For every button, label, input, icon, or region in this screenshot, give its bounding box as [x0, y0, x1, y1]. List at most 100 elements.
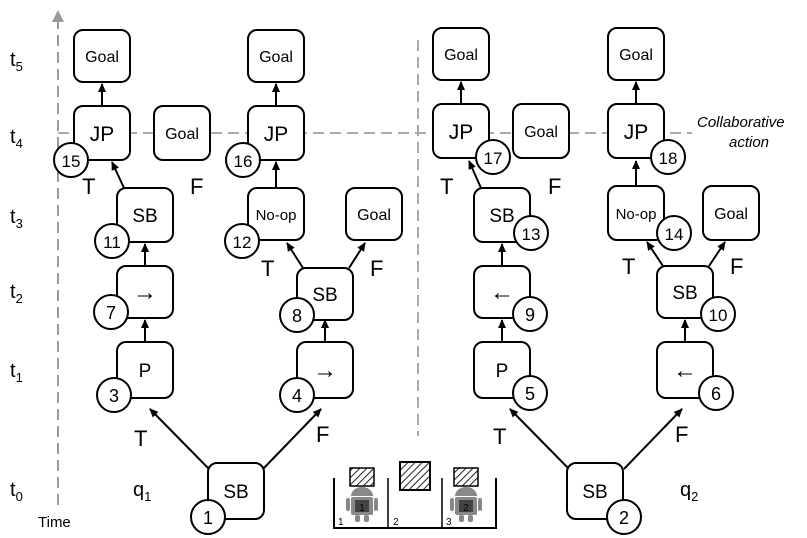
node-q1-t5-goal-right: Goal	[247, 29, 305, 83]
node-number-14: 14	[656, 215, 692, 251]
node-q1-t3-mid: No-op	[247, 187, 305, 241]
agent-label-q2: q2	[680, 479, 698, 504]
time-step-label: t2	[10, 281, 23, 306]
node-root-q2: SB	[566, 462, 624, 520]
node-number-13: 13	[513, 215, 549, 251]
svg-text:17: 17	[484, 149, 503, 168]
agent-label-q1: q1	[133, 479, 151, 504]
node-q2-t4-jp-left: JP	[432, 103, 490, 159]
svg-text:14: 14	[665, 225, 684, 244]
node-q2-t2-right: SB	[656, 265, 714, 319]
svg-text:No-op: No-op	[616, 206, 657, 223]
box-icon	[349, 467, 375, 487]
svg-text:JP: JP	[90, 123, 115, 146]
svg-text:2: 2	[619, 508, 629, 528]
branch-label-false: F	[316, 422, 329, 447]
branch-label-false: F	[675, 422, 688, 447]
svg-text:→: →	[313, 357, 337, 384]
time-step-label: t5	[10, 49, 23, 74]
node-number-11: 11	[94, 223, 130, 259]
branch-labels: T F T F T F T F T F T F	[82, 174, 743, 451]
node-q1-t1-left: P	[116, 341, 174, 399]
node-q1-t4-goal: Goal	[153, 105, 211, 161]
node-q1-t2-left: →	[116, 265, 174, 319]
slot-number: 2	[393, 517, 399, 528]
svg-text:11: 11	[103, 233, 121, 252]
node-q2-t3-mid: No-op	[607, 185, 665, 241]
svg-text:SB: SB	[582, 482, 607, 503]
svg-text:Goal: Goal	[714, 206, 748, 223]
svg-text:←: ←	[490, 279, 514, 306]
svg-text:Goal: Goal	[619, 47, 653, 64]
svg-text:SB: SB	[312, 285, 337, 306]
time-step-label: t1	[10, 360, 23, 385]
robot-id: 2	[463, 503, 469, 514]
svg-text:SB: SB	[489, 206, 514, 227]
branch-label-true: T	[82, 174, 95, 199]
svg-text:18: 18	[659, 149, 678, 168]
svg-text:Goal: Goal	[444, 47, 478, 64]
svg-text:10: 10	[709, 306, 728, 325]
node-number-5: 5	[512, 375, 548, 411]
node-number-3: 3	[96, 377, 132, 413]
svg-text:SB: SB	[672, 283, 697, 304]
svg-text:Goal: Goal	[85, 49, 119, 66]
branch-label-true: T	[134, 426, 147, 451]
svg-text:←: ←	[673, 357, 697, 384]
node-q1-t4-jp-right: JP	[247, 105, 305, 161]
svg-text:P: P	[139, 361, 152, 382]
node-number-4: 4	[279, 377, 315, 413]
time-step-label: t4	[10, 126, 23, 151]
node-number-6: 6	[698, 375, 734, 411]
node-number-9: 9	[512, 296, 548, 332]
node-q1-t3-left: SB	[116, 187, 174, 243]
node-q2-t4-goal: Goal	[512, 103, 570, 159]
node-q2-t5-goal-left: Goal	[432, 27, 490, 81]
svg-text:12: 12	[233, 233, 252, 252]
q1-edges	[98, 83, 366, 470]
svg-text:13: 13	[522, 225, 541, 244]
svg-text:8: 8	[292, 306, 302, 326]
svg-text:7: 7	[106, 303, 116, 323]
svg-text:Goal: Goal	[165, 126, 199, 143]
svg-text:16: 16	[234, 152, 253, 171]
svg-text:P: P	[496, 361, 509, 382]
branch-label-true: T	[261, 256, 274, 281]
node-number-12: 12	[224, 223, 260, 259]
node-root-q1: SB	[207, 462, 265, 520]
svg-text:5: 5	[525, 384, 535, 404]
node-q1-t5-goal-left: Goal	[73, 29, 131, 83]
node-q1-t4-jp-left: JP	[73, 105, 131, 161]
svg-text:JP: JP	[624, 121, 649, 144]
branch-label-false: F	[730, 254, 743, 279]
node-number-10: 10	[700, 296, 736, 332]
node-number-18: 18	[650, 139, 686, 175]
node-q2-t4-jp-right: JP	[607, 103, 665, 159]
branch-label-false: F	[370, 256, 383, 281]
node-number-15: 15	[53, 142, 89, 178]
svg-text:4: 4	[292, 386, 302, 406]
box-icon	[399, 461, 431, 491]
node-q2-t1-right: ←	[656, 341, 714, 399]
branch-label-true: T	[622, 254, 635, 279]
node-q2-t5-goal-right: Goal	[607, 27, 665, 81]
branch-label-false: F	[190, 174, 203, 199]
svg-text:No-op: No-op	[256, 207, 297, 224]
branch-label-false: F	[548, 174, 561, 199]
svg-text:Goal: Goal	[357, 207, 391, 224]
branch-label-true: T	[493, 424, 506, 449]
time-step-label: t0	[10, 479, 23, 504]
svg-text:Goal: Goal	[524, 124, 558, 141]
q2-edges	[457, 81, 726, 470]
time-axis-label: Time	[38, 514, 71, 531]
time-axis-arrowhead	[52, 10, 64, 22]
node-number-2: 2	[606, 499, 642, 535]
svg-text:SB: SB	[132, 206, 157, 227]
slot-number: 3	[446, 517, 452, 528]
node-number-16: 16	[225, 142, 261, 178]
svg-text:15: 15	[62, 152, 81, 171]
time-step-label: t3	[10, 206, 23, 231]
scene-illustration: 1 2 1 2 3	[333, 461, 497, 529]
svg-text:1: 1	[203, 508, 213, 528]
